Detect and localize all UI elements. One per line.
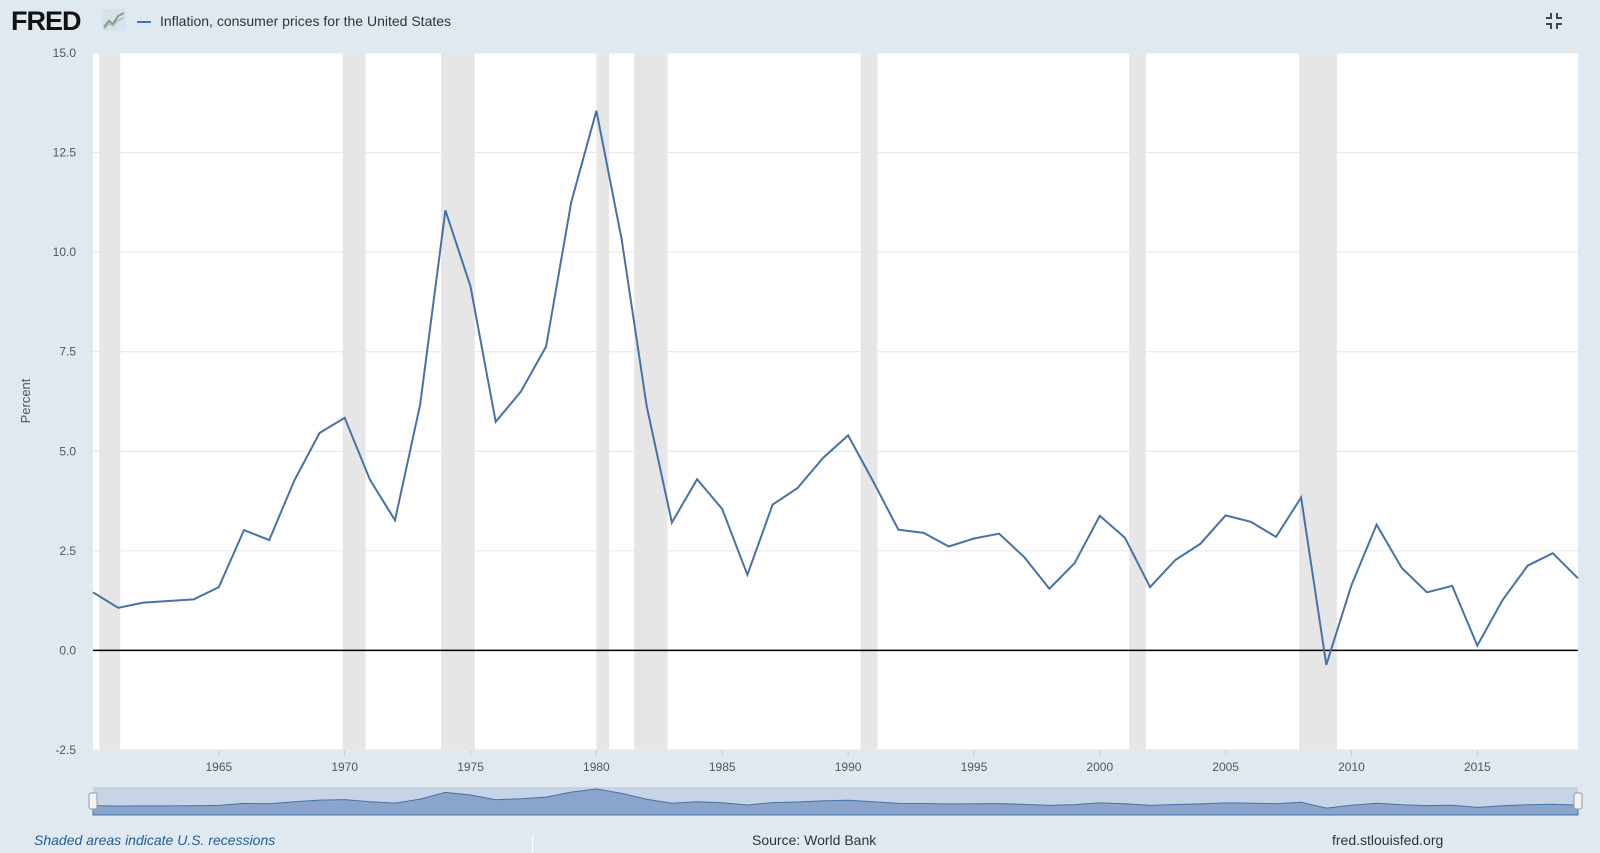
navigator-handle-left[interactable] — [88, 792, 98, 810]
chart-header: FRED Inflation, consumer prices for the … — [0, 0, 1600, 44]
y-tick-label: 5.0 — [59, 444, 76, 458]
recession-note: Shaded areas indicate U.S. recessions — [34, 832, 276, 848]
recession-band — [441, 53, 475, 750]
navigator-handle-right[interactable] — [1573, 792, 1583, 810]
y-tick-label: 15.0 — [53, 46, 77, 60]
y-axis-ticks: 15.0 12.5 10.0 7.5 5.0 2.5 0.0 -2.5 — [53, 46, 77, 757]
data-source: Source: World Bank — [752, 832, 877, 848]
navigator-series — [92, 788, 1579, 816]
recession-band — [99, 53, 121, 750]
x-tick-label: 2005 — [1212, 760, 1239, 774]
x-tick-label: 1965 — [205, 760, 232, 774]
x-tick-label: 1970 — [331, 760, 358, 774]
y-tick-label: 0.0 — [59, 643, 76, 657]
x-tick-label: 1990 — [835, 760, 862, 774]
y-tick-label: 7.5 — [59, 345, 76, 359]
fred-graph-icon — [102, 9, 126, 31]
series-line[interactable] — [92, 110, 1579, 666]
recession-band — [342, 53, 366, 750]
recession-band — [1129, 53, 1146, 750]
recession-band — [860, 53, 878, 750]
y-tick-label: 2.5 — [59, 544, 76, 558]
x-tick-label: 2010 — [1338, 760, 1365, 774]
x-tick-label: 1985 — [709, 760, 736, 774]
x-axis-ticks: 1965 1970 1975 1980 1985 1990 1995 2000 2005 2010… — [205, 750, 1491, 774]
line-chart: 15.0 12.5 10.0 7.5 5.0 2.5 0.0 -2.5 1965 1970 197… — [18, 46, 1583, 816]
x-tick-label: 2000 — [1086, 760, 1113, 774]
site-link[interactable]: fred.stlouisfed.org — [1332, 832, 1444, 848]
exit-fullscreen-icon[interactable] — [1545, 12, 1563, 30]
legend-swatch — [137, 21, 151, 23]
y-tick-label: -2.5 — [55, 743, 76, 757]
recession-band — [596, 53, 609, 750]
y-axis-label: Percent — [18, 378, 33, 423]
recession-bands — [99, 53, 1337, 750]
x-tick-label: 1975 — [457, 760, 484, 774]
fred-logo[interactable]: FRED — [11, 6, 81, 36]
y-tick-label: 12.5 — [53, 146, 77, 160]
x-tick-label: 2015 — [1464, 760, 1491, 774]
legend-label: Inflation, consumer prices for the Unite… — [160, 13, 452, 29]
recession-band — [1299, 53, 1337, 750]
x-tick-label: 1980 — [583, 760, 610, 774]
plot-background — [93, 53, 1578, 750]
recession-band — [634, 53, 668, 750]
y-tick-label: 10.0 — [53, 245, 77, 259]
footer-divider — [532, 836, 533, 853]
x-tick-label: 1995 — [961, 760, 988, 774]
